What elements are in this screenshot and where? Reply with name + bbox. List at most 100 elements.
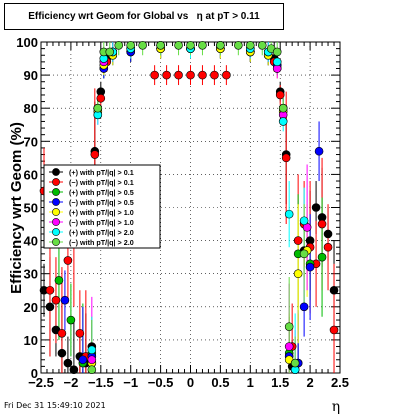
x-tick-label: 0.5 — [211, 375, 229, 390]
data-point — [278, 117, 288, 126]
legend-marker — [52, 168, 60, 176]
x-tick-label: 2 — [306, 375, 313, 390]
data-point — [323, 229, 333, 239]
data-point — [60, 295, 70, 305]
y-axis-label: Efficiency wrt Geom (%) — [8, 122, 25, 294]
x-tick-label: 1 — [247, 375, 254, 390]
data-point — [45, 302, 55, 312]
legend-marker — [52, 228, 60, 236]
x-tick-label: 2.5 — [331, 375, 349, 390]
data-point — [329, 325, 339, 335]
data-point — [93, 103, 103, 113]
y-tick-label: 40 — [24, 234, 38, 249]
data-point — [216, 41, 225, 50]
data-point — [150, 70, 159, 80]
data-point — [63, 256, 73, 265]
y-tick-label: 10 — [24, 333, 38, 348]
marker-layer — [39, 41, 339, 374]
chart-title: Efficiency wrt Geom for Global vs η at p… — [28, 11, 260, 22]
x-tick-label: −1 — [123, 375, 138, 390]
data-point — [284, 342, 294, 351]
data-point — [174, 41, 183, 50]
data-point — [198, 70, 207, 80]
x-tick-label: −0.5 — [148, 375, 174, 390]
data-point — [281, 153, 291, 163]
data-point — [299, 249, 309, 259]
data-point — [222, 70, 231, 80]
legend-marker — [52, 218, 60, 226]
data-point — [174, 70, 183, 80]
legend-label: (−) with pT/|q| > 2.0 — [69, 238, 134, 247]
data-point — [90, 150, 100, 159]
data-point — [278, 103, 288, 113]
y-tick-label: 20 — [24, 300, 38, 315]
data-point — [87, 365, 97, 374]
x-tick-label: 1.5 — [271, 375, 289, 390]
data-point — [57, 328, 67, 338]
data-point — [299, 302, 309, 312]
legend: (+) with pT/|q| > 0.1(−) with pT/|q| > 0… — [43, 164, 161, 249]
data-point — [156, 41, 165, 50]
y-tick-label: 70 — [24, 134, 38, 149]
x-tick-label: 0 — [187, 375, 194, 390]
tick-layer: −2.5 −2 −1.5 −1 −0.5 0 0.5 1 1.5 2 2.5 0 10 20 30 40 50 6… — [16, 35, 349, 390]
legend-label: (−) with pT/|q| > 0.1 — [69, 178, 134, 187]
legend-marker — [52, 178, 60, 186]
legend-label: (−) with pT/|q| > 1.0 — [69, 218, 134, 227]
legend-marker — [52, 188, 60, 196]
data-point — [314, 146, 324, 156]
data-point — [45, 285, 55, 295]
title-box: Efficiency wrt Geom for Global vs η at p… — [4, 3, 284, 30]
data-point — [272, 47, 282, 57]
data-point — [275, 90, 285, 100]
x-axis-label: η — [332, 399, 340, 414]
data-point — [138, 41, 147, 50]
data-point — [317, 219, 327, 229]
y-tick-label: 30 — [24, 267, 38, 282]
footer-timestamp: Fri Dec 31 15:49:10 2021 — [4, 401, 106, 410]
data-point — [272, 57, 282, 67]
x-tick-label: −1.5 — [88, 375, 114, 390]
legend-label: (+) with pT/|q| > 0.5 — [69, 188, 134, 197]
legend-box — [43, 164, 161, 249]
data-point — [311, 203, 321, 212]
data-point — [186, 41, 195, 50]
data-point — [114, 41, 124, 50]
data-point — [284, 322, 294, 331]
data-point — [257, 41, 267, 50]
legend-label: (+) with pT/|q| > 0.1 — [69, 168, 134, 177]
data-point — [57, 348, 67, 358]
y-tick-label: 0 — [31, 366, 38, 381]
y-tick-label: 60 — [24, 167, 38, 182]
data-point — [66, 315, 76, 325]
data-point — [87, 345, 97, 355]
data-point — [210, 70, 219, 80]
legend-marker — [52, 198, 60, 206]
data-point — [305, 262, 315, 272]
data-point — [293, 236, 303, 245]
data-point — [234, 41, 243, 50]
data-point — [51, 295, 61, 305]
data-point — [87, 355, 97, 365]
legend-label: (+) with pT/|q| > 1.0 — [69, 208, 134, 217]
data-point — [293, 269, 303, 279]
data-point — [246, 41, 255, 50]
legend-label: (−) with pT/|q| > 0.5 — [69, 198, 134, 207]
data-point — [323, 242, 333, 252]
legend-label: (+) with pT/|q| > 2.0 — [69, 228, 134, 237]
data-point — [317, 252, 327, 262]
y-tick-label: 90 — [24, 68, 38, 83]
y-tick-label: 80 — [24, 101, 38, 116]
data-point — [284, 209, 294, 219]
data-point — [299, 216, 309, 226]
data-point — [75, 328, 85, 338]
y-tick-label: 50 — [24, 201, 38, 216]
data-point — [54, 276, 64, 285]
x-tick-label: −2.5 — [28, 375, 54, 390]
data-point — [329, 285, 339, 295]
x-tick-label: −2 — [63, 375, 78, 390]
data-point — [126, 41, 135, 50]
data-point — [162, 70, 171, 80]
data-point — [290, 358, 300, 368]
